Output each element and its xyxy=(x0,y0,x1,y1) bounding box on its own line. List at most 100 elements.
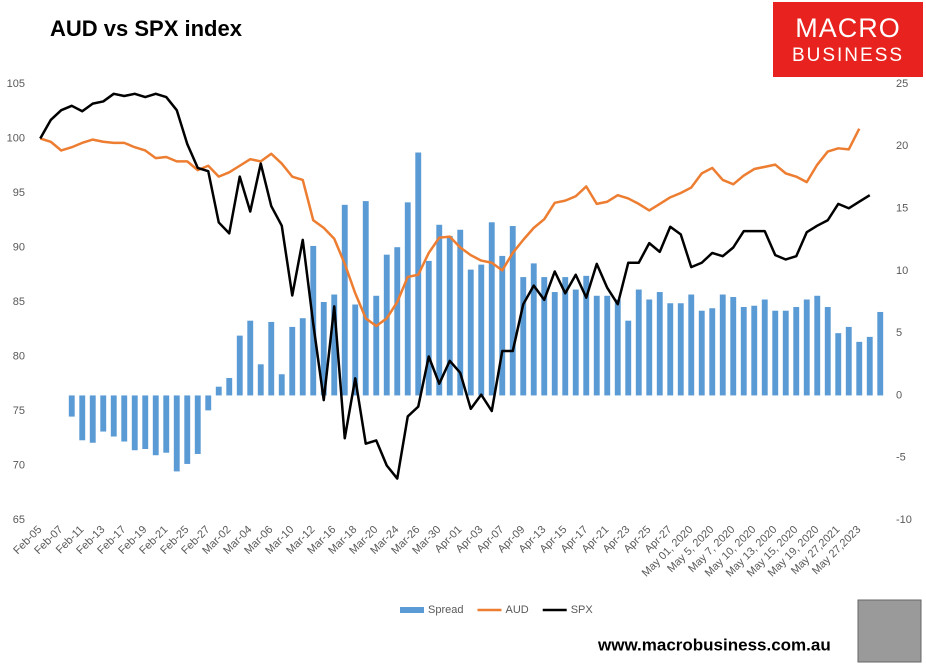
logo-text: MACRO xyxy=(795,13,901,43)
bar xyxy=(446,235,453,396)
bar xyxy=(488,222,495,396)
bar xyxy=(320,302,327,396)
bar xyxy=(100,395,107,432)
bar xyxy=(184,395,191,464)
bar xyxy=(688,294,695,396)
line xyxy=(39,128,861,328)
legend-label: SPX xyxy=(571,604,594,616)
bar xyxy=(593,295,600,396)
y-tick-label: 80 xyxy=(13,350,25,362)
legend-swatch xyxy=(400,607,424,613)
bar xyxy=(740,306,747,396)
y2-tick-label: 20 xyxy=(896,140,908,152)
bar xyxy=(163,395,170,453)
logo-text: BUSINESS xyxy=(792,45,904,66)
bar xyxy=(205,395,212,411)
y-tick-label: 65 xyxy=(13,514,25,526)
mascot-image xyxy=(857,599,922,663)
bar xyxy=(394,247,401,396)
bar xyxy=(352,304,359,396)
bar xyxy=(152,395,159,456)
bar xyxy=(604,295,611,396)
line xyxy=(39,92,871,480)
bar xyxy=(247,320,254,396)
bar xyxy=(299,318,306,396)
bar xyxy=(509,226,516,396)
bar xyxy=(226,377,233,396)
y2-tick-label: 0 xyxy=(896,389,902,401)
bar xyxy=(761,299,768,396)
bar xyxy=(194,395,201,454)
bar xyxy=(635,289,642,396)
bar xyxy=(383,254,390,396)
bar xyxy=(782,310,789,396)
bar xyxy=(698,310,705,396)
legend-label: AUD xyxy=(505,604,528,616)
bar xyxy=(751,305,758,396)
bar xyxy=(824,306,831,396)
chart-title: AUD vs SPX index xyxy=(50,16,243,41)
bar xyxy=(562,277,569,396)
bar xyxy=(341,204,348,396)
bar xyxy=(793,306,800,396)
legend-label: Spread xyxy=(428,604,463,616)
bar xyxy=(68,395,75,417)
y-tick-label: 75 xyxy=(13,405,25,417)
bar xyxy=(131,395,138,451)
bar xyxy=(551,292,558,396)
bar xyxy=(719,294,726,396)
bar xyxy=(572,289,579,396)
y-tick-label: 70 xyxy=(13,459,25,471)
website: www.macrobusiness.com.au xyxy=(597,635,831,654)
y2-tick-label: 10 xyxy=(896,265,908,277)
bar xyxy=(877,311,884,396)
bar xyxy=(614,299,621,396)
y-tick-label: 95 xyxy=(13,187,25,199)
bar xyxy=(79,395,86,441)
bar xyxy=(142,395,149,449)
bar xyxy=(772,310,779,396)
bar xyxy=(110,395,117,437)
bar xyxy=(646,299,653,396)
bar xyxy=(803,299,810,396)
bar xyxy=(89,395,96,443)
y2-tick-label: -10 xyxy=(896,514,912,526)
bar xyxy=(499,255,506,396)
bar xyxy=(268,321,275,396)
bar xyxy=(215,386,222,396)
bar xyxy=(331,294,338,396)
bar xyxy=(404,202,411,396)
bar xyxy=(856,341,863,396)
bar xyxy=(814,295,821,396)
bar xyxy=(541,277,548,396)
y-tick-label: 100 xyxy=(7,132,25,144)
bar xyxy=(457,229,464,396)
bar xyxy=(173,395,180,472)
y2-tick-label: 15 xyxy=(896,202,908,214)
bar xyxy=(289,326,296,396)
y2-tick-label: -5 xyxy=(896,452,906,464)
bar xyxy=(478,264,485,396)
bar xyxy=(625,320,632,396)
y2-tick-label: 5 xyxy=(896,327,902,339)
bar xyxy=(436,224,443,396)
bar xyxy=(121,395,128,442)
bar xyxy=(425,260,432,396)
y-tick-label: 105 xyxy=(7,78,25,90)
bar xyxy=(236,335,243,396)
bar xyxy=(583,275,590,396)
bar xyxy=(373,295,380,396)
y-tick-label: 85 xyxy=(13,296,25,308)
bar xyxy=(667,303,674,396)
bar xyxy=(845,326,852,396)
bar xyxy=(467,269,474,396)
bar xyxy=(362,201,369,396)
bar xyxy=(730,297,737,396)
bar xyxy=(520,277,527,396)
y-tick-label: 90 xyxy=(13,241,25,253)
y2-tick-label: 25 xyxy=(896,78,908,90)
bar xyxy=(709,308,716,396)
bar xyxy=(866,336,873,396)
bar xyxy=(656,292,663,396)
